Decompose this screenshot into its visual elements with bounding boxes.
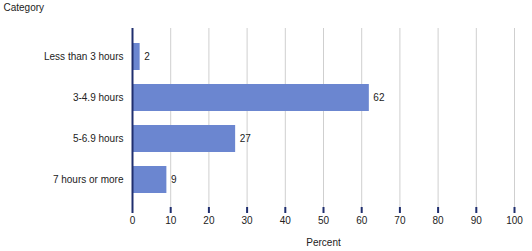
svg-text:27: 27	[240, 133, 252, 144]
svg-text:Percent: Percent	[306, 237, 341, 248]
svg-text:62: 62	[373, 92, 385, 103]
svg-text:2: 2	[144, 51, 150, 62]
svg-text:7 hours or more: 7 hours or more	[53, 174, 124, 185]
svg-text:70: 70	[394, 215, 406, 226]
svg-text:80: 80	[433, 215, 445, 226]
svg-text:0: 0	[130, 215, 136, 226]
svg-text:3-4.9 hours: 3-4.9 hours	[73, 92, 124, 103]
svg-text:90: 90	[471, 215, 483, 226]
svg-text:9: 9	[171, 174, 177, 185]
svg-text:20: 20	[203, 215, 215, 226]
svg-text:Category: Category	[4, 2, 45, 13]
svg-text:60: 60	[356, 215, 368, 226]
svg-text:30: 30	[242, 215, 254, 226]
svg-text:10: 10	[165, 215, 177, 226]
svg-text:Less than 3 hours: Less than 3 hours	[44, 51, 124, 62]
svg-text:100: 100	[506, 215, 523, 226]
svg-text:5-6.9 hours: 5-6.9 hours	[73, 133, 124, 144]
svg-text:50: 50	[318, 215, 330, 226]
svg-text:40: 40	[280, 215, 292, 226]
